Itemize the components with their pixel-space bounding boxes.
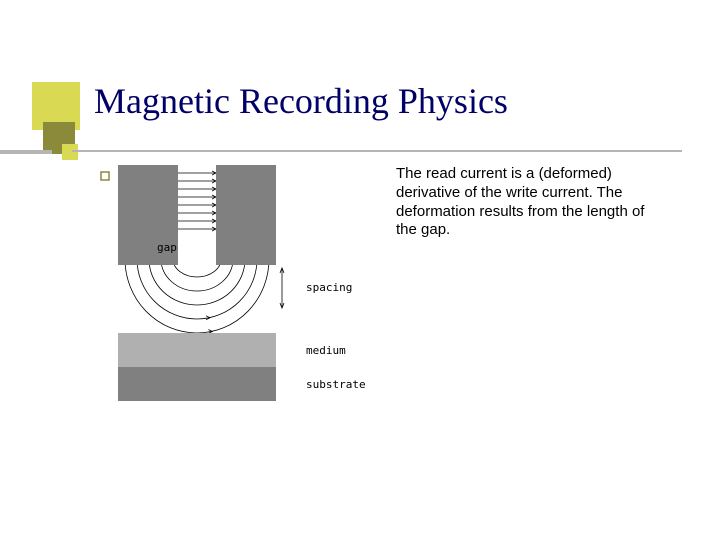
slide: Magnetic Recording Physics gap spacing med… [0, 0, 720, 540]
svg-text:substrate: substrate [306, 378, 366, 391]
title-underline [72, 150, 682, 152]
svg-text:medium: medium [306, 344, 346, 357]
accent-square-small [62, 144, 78, 160]
title-underline-left [0, 150, 52, 154]
recording-head-diagram: gap spacing medium substrate [118, 165, 376, 425]
svg-text:spacing: spacing [306, 281, 352, 294]
body-text: The read current is a (deformed) derivat… [396, 165, 646, 240]
svg-text:gap: gap [157, 241, 177, 254]
bullet-icon [100, 171, 110, 181]
page-title: Magnetic Recording Physics [94, 80, 508, 122]
